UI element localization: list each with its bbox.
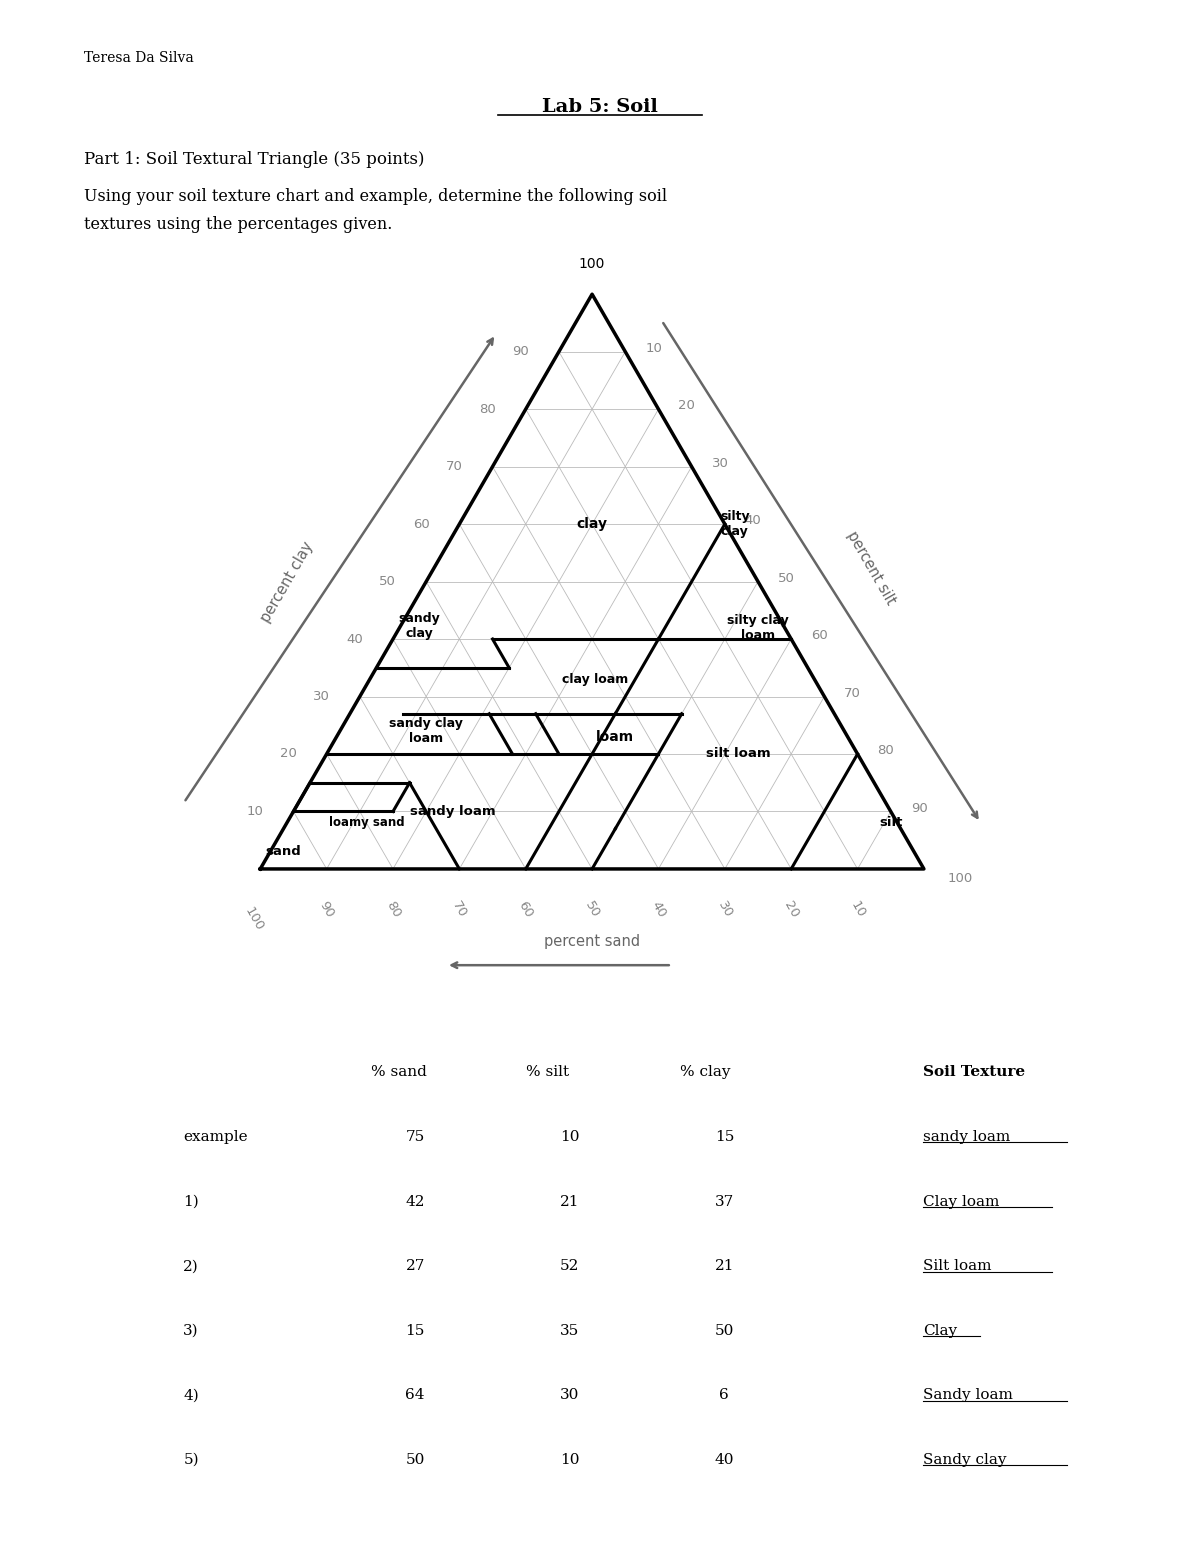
Text: 1): 1)	[184, 1194, 199, 1208]
Text: 15: 15	[406, 1323, 425, 1337]
Text: 6: 6	[720, 1388, 730, 1402]
Text: 70: 70	[445, 460, 463, 474]
Text: 40: 40	[649, 899, 668, 919]
Text: 10: 10	[560, 1454, 580, 1468]
Text: silty
clay: silty clay	[720, 509, 750, 537]
Text: 50: 50	[715, 1323, 734, 1337]
Text: 80: 80	[877, 744, 894, 758]
Text: 100: 100	[947, 873, 972, 885]
Text: sandy
clay: sandy clay	[398, 612, 440, 640]
Text: 90: 90	[512, 345, 529, 359]
Text: 21: 21	[560, 1194, 580, 1208]
Text: 90: 90	[317, 899, 336, 919]
Text: % sand: % sand	[371, 1065, 427, 1079]
Text: 21: 21	[714, 1259, 734, 1273]
Text: 3): 3)	[184, 1323, 199, 1337]
Text: 30: 30	[313, 690, 330, 704]
Text: 35: 35	[560, 1323, 580, 1337]
Text: 60: 60	[516, 899, 535, 919]
Text: 80: 80	[479, 402, 496, 416]
Text: 52: 52	[560, 1259, 580, 1273]
Text: silty clay
loam: silty clay loam	[727, 613, 788, 641]
Text: 27: 27	[406, 1259, 425, 1273]
Text: 10: 10	[560, 1131, 580, 1145]
Text: 64: 64	[406, 1388, 425, 1402]
Text: 10: 10	[847, 899, 868, 919]
Text: Soil Texture: Soil Texture	[923, 1065, 1025, 1079]
Text: Clay loam: Clay loam	[923, 1194, 1000, 1208]
Text: Teresa Da Silva: Teresa Da Silva	[84, 51, 193, 65]
Text: percent sand: percent sand	[544, 935, 640, 949]
Text: 5): 5)	[184, 1454, 199, 1468]
Text: 60: 60	[413, 517, 430, 531]
Text: 60: 60	[811, 629, 828, 643]
Text: 20: 20	[678, 399, 695, 413]
Text: sandy loam: sandy loam	[923, 1131, 1010, 1145]
Text: 30: 30	[715, 899, 734, 919]
Text: sand: sand	[265, 845, 301, 859]
Text: 80: 80	[383, 899, 403, 919]
Text: 75: 75	[406, 1131, 425, 1145]
Text: 15: 15	[715, 1131, 734, 1145]
Text: loamy sand: loamy sand	[329, 817, 404, 829]
Text: 20: 20	[781, 899, 802, 919]
Text: silt loam: silt loam	[706, 747, 770, 761]
Text: 90: 90	[911, 801, 928, 815]
Text: 50: 50	[379, 575, 396, 589]
Text: Sandy clay: Sandy clay	[923, 1454, 1007, 1468]
Text: 100: 100	[578, 256, 605, 270]
Text: sandy loam: sandy loam	[410, 804, 496, 818]
Text: Using your soil texture chart and example, determine the following soil: Using your soil texture chart and exampl…	[84, 188, 667, 205]
Text: sandy clay
loam: sandy clay loam	[389, 717, 463, 745]
Text: 42: 42	[406, 1194, 425, 1208]
Text: percent clay: percent clay	[258, 539, 316, 624]
Text: 30: 30	[712, 457, 728, 471]
Text: 50: 50	[778, 572, 794, 585]
Text: silt: silt	[880, 817, 902, 829]
Text: % clay: % clay	[680, 1065, 731, 1079]
Text: 30: 30	[560, 1388, 580, 1402]
Text: 40: 40	[745, 514, 762, 528]
Text: 20: 20	[280, 747, 296, 761]
Text: Silt loam: Silt loam	[923, 1259, 991, 1273]
Text: 70: 70	[450, 899, 469, 919]
Text: 10: 10	[247, 804, 264, 818]
Text: 10: 10	[646, 342, 662, 354]
Text: percent silt: percent silt	[844, 530, 898, 607]
Text: Part 1: Soil Textural Triangle (35 points): Part 1: Soil Textural Triangle (35 point…	[84, 151, 425, 168]
Text: loam: loam	[596, 730, 635, 744]
Text: 4): 4)	[184, 1388, 199, 1402]
Text: 40: 40	[347, 632, 364, 646]
Text: clay: clay	[576, 517, 607, 531]
Text: 70: 70	[845, 686, 862, 700]
Text: 40: 40	[714, 1454, 734, 1468]
Text: % silt: % silt	[526, 1065, 569, 1079]
Text: Lab 5: Soil: Lab 5: Soil	[542, 98, 658, 116]
Text: 50: 50	[406, 1454, 425, 1468]
Text: 100: 100	[241, 905, 265, 933]
Text: 37: 37	[715, 1194, 734, 1208]
Text: Sandy loam: Sandy loam	[923, 1388, 1013, 1402]
Text: clay loam: clay loam	[563, 672, 629, 686]
Text: 2): 2)	[184, 1259, 199, 1273]
Text: 50: 50	[582, 899, 602, 919]
Text: textures using the percentages given.: textures using the percentages given.	[84, 216, 392, 233]
Text: example: example	[184, 1131, 248, 1145]
Text: Clay: Clay	[923, 1323, 958, 1337]
